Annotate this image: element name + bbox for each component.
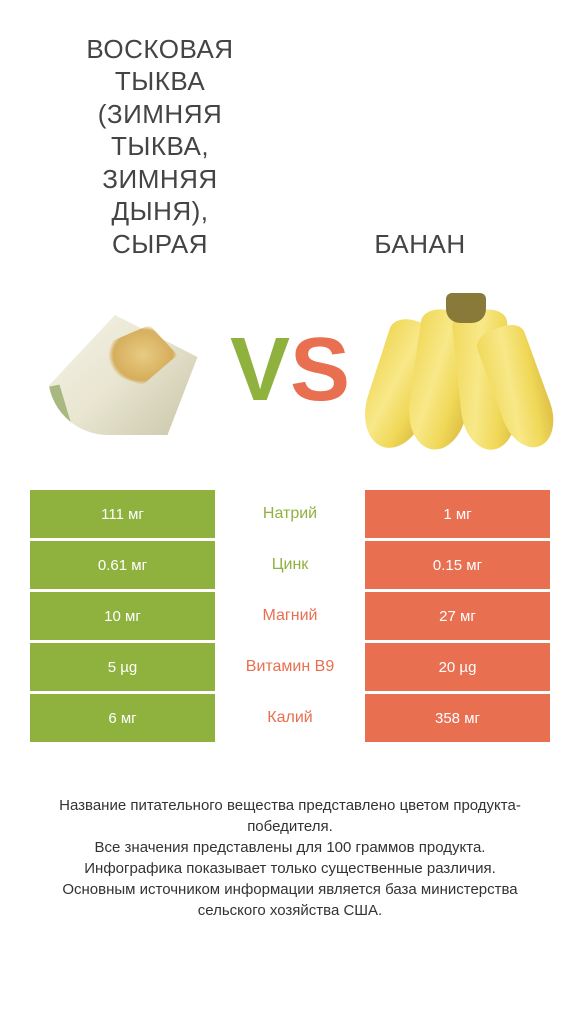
vs-s: S [290,325,350,415]
nutrient-name: Витамин B9 [215,643,365,691]
right-value: 0.15 мг [365,541,550,589]
left-title-col: ВОСКОВАЯ ТЫКВА (ЗИМНЯЯ ТЫКВА, ЗИМНЯЯ ДЫН… [30,33,290,261]
right-title-col: БАНАН [290,228,550,261]
nutrient-table: 111 мгНатрий1 мг0.61 мгЦинк0.15 мг10 мгМ… [0,490,580,742]
footer-line-4: Основным источником информации является … [30,879,550,921]
nutrient-name: Калий [215,694,365,742]
nutrient-name: Цинк [215,541,365,589]
vs-label: VS [225,325,355,415]
right-image [355,285,560,455]
vs-row: VS [0,270,580,490]
right-value: 1 мг [365,490,550,538]
left-value: 0.61 мг [30,541,215,589]
table-row: 111 мгНатрий1 мг [30,490,550,538]
left-image [20,295,225,445]
left-value: 5 µg [30,643,215,691]
table-row: 10 мгМагний27 мг [30,592,550,640]
nutrient-name: Натрий [215,490,365,538]
left-value: 6 мг [30,694,215,742]
right-title: БАНАН [290,228,550,261]
left-title: ВОСКОВАЯ ТЫКВА (ЗИМНЯЯ ТЫКВА, ЗИМНЯЯ ДЫН… [30,33,290,261]
footer: Название питательного вещества представл… [0,745,580,921]
footer-line-3: Инфографика показывает только существенн… [30,858,550,879]
left-value: 10 мг [30,592,215,640]
footer-line-2: Все значения представлены для 100 граммо… [30,837,550,858]
nutrient-name: Магний [215,592,365,640]
footer-line-1: Название питательного вещества представл… [30,795,550,837]
left-value: 111 мг [30,490,215,538]
right-value: 358 мг [365,694,550,742]
vs-v: V [230,325,290,415]
winter-melon-icon [38,295,208,445]
table-row: 0.61 мгЦинк0.15 мг [30,541,550,589]
table-row: 6 мгКалий358 мг [30,694,550,742]
right-value: 20 µg [365,643,550,691]
header: ВОСКОВАЯ ТЫКВА (ЗИМНЯЯ ТЫКВА, ЗИМНЯЯ ДЫН… [0,0,580,270]
banana-icon [368,285,548,455]
right-value: 27 мг [365,592,550,640]
table-row: 5 µgВитамин B920 µg [30,643,550,691]
